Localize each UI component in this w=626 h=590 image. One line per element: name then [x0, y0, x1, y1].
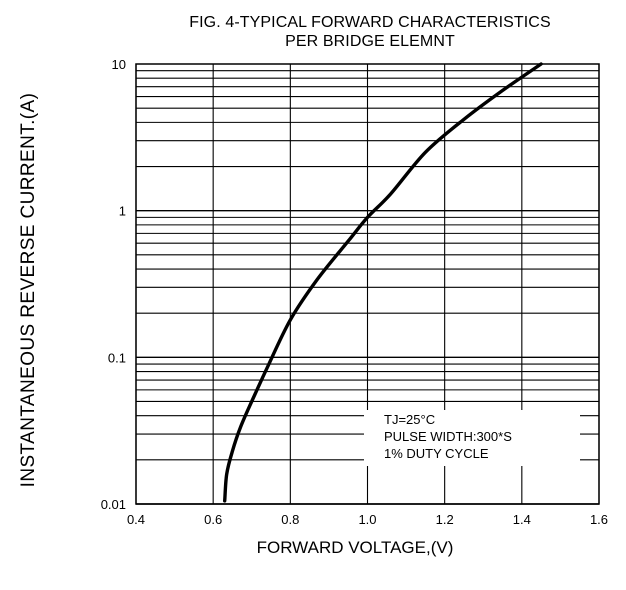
x-tick-label: 0.4: [127, 512, 145, 527]
x-tick-label: 1.6: [590, 512, 608, 527]
x-tick-label: 1.2: [436, 512, 454, 527]
y-axis-label: INSTANTANEOUS REVERSE CURRENT.(A): [18, 92, 39, 488]
annotation-line: TJ=25°C: [384, 412, 435, 427]
x-tick-label: 1.0: [358, 512, 376, 527]
annotation-line: 1% DUTY CYCLE: [384, 446, 489, 461]
y-tick-label: 1: [119, 204, 126, 219]
chart-title: FIG. 4-TYPICAL FORWARD CHARACTERISTICS: [189, 14, 551, 31]
chart-subtitle: PER BRIDGE ELEMNT: [285, 33, 455, 50]
x-tick-label: 0.8: [281, 512, 299, 527]
x-tick-label: 0.6: [204, 512, 222, 527]
x-tick-label: 1.4: [513, 512, 531, 527]
y-tick-label: 10: [112, 57, 126, 72]
curve-layer: [223, 62, 543, 503]
annotation-box: TJ=25°C PULSE WIDTH:300*S 1% DUTY CYCLE: [364, 410, 580, 466]
chart-svg: 0.4 0.6 0.8 1.0 1.2 1.4 1.6 0.01 0.1 1 10 TJ=25°C …: [101, 57, 608, 527]
x-axis-label: FORWARD VOLTAGE,(V): [256, 538, 454, 557]
tick-labels: 0.4 0.6 0.8 1.0 1.2 1.4 1.6 0.01 0.1 1 10: [101, 57, 608, 527]
series-line: [223, 62, 543, 503]
y-tick-label: 0.01: [101, 497, 126, 512]
y-tick-label: 0.1: [108, 350, 126, 365]
annotation-line: PULSE WIDTH:300*S: [384, 429, 512, 444]
plot-frame: [135, 63, 600, 505]
